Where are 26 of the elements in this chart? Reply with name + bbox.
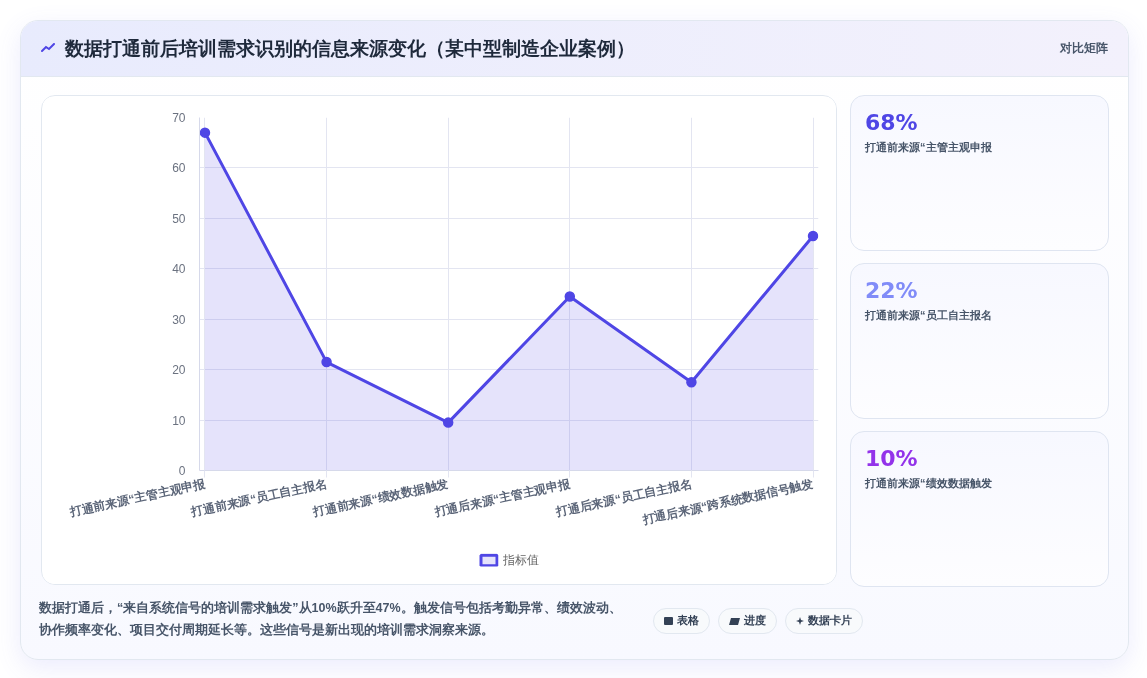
text: 表格 [653,608,710,634]
legend-label: 指标值 [503,551,539,569]
text: 进度 [718,608,777,634]
text: 10% [865,445,919,473]
y-tick-label: 70 [172,111,186,125]
text: 打通前来源“员工自主报名 [865,308,993,323]
y-tick-label: 20 [172,363,186,378]
point [686,377,697,388]
text: 数据打通后，“来自系统信号的培训需求触发”从10%跃升至47%。触发信号包括考勤异常、绩效波动、协作频率变化、项目交付周期延长等。这些信号是新出现的培训需求洞察来源。 [39,600,623,639]
point [321,356,332,368]
text: 对比矩阵 [1060,39,1108,57]
text: 打通前来源“主管主观申报 [865,140,993,155]
text: 数据卡片 [785,608,863,634]
y-tick-label: 50 [172,211,186,226]
text: 22% [865,277,919,305]
y-tick-label: 60 [172,161,186,176]
point [564,291,576,302]
text: 68% [865,109,919,137]
y-tick-label: 10 [172,413,186,428]
point [199,127,211,138]
chart-title: 数据打通前后培训需求识别的信息来源变化（某中型制造企业案例） [65,36,635,61]
y-tick-label: 0 [178,464,186,478]
point [807,230,819,242]
y-tick-label: 40 [172,262,186,277]
point [442,417,454,428]
y-tick-label: 30 [172,312,186,327]
